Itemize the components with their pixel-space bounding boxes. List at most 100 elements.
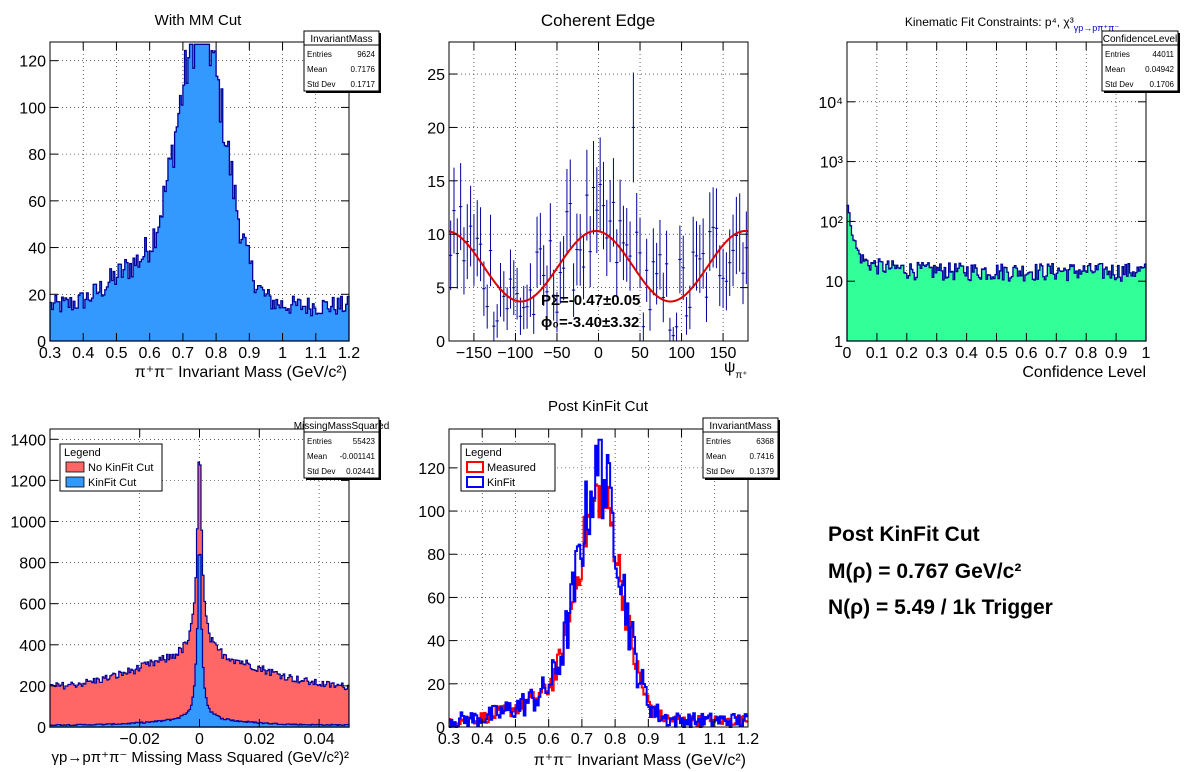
stats-key: Std Dev (706, 467, 734, 476)
stats-frame (1101, 30, 1179, 92)
x-tick-label: 0.4 (955, 345, 977, 362)
x-tick-label: 0.7 (172, 345, 194, 362)
y-tick-label: 40 (28, 241, 46, 258)
stats-box: InvariantMass Entries 9624 Mean 0.7176 Std De… (303, 30, 381, 93)
legend: Legend Measured KinFit (460, 443, 556, 492)
x-axis-label: Confidence Level (1022, 364, 1146, 381)
panel-title: Kinematic Fit Constraints: p⁴, χ³γp→pπ⁺π… (905, 15, 1120, 33)
y-tick-label: 1400 (10, 432, 46, 449)
y-tick-label: 60 (427, 590, 445, 607)
stats-key: Mean (706, 452, 726, 461)
stats-value: 0.7416 (750, 452, 775, 461)
y-tick-label: 800 (19, 556, 46, 573)
x-tick-label: 0.5 (985, 345, 1007, 362)
x-tick-label: 0.2 (896, 345, 918, 362)
x-tick-label: 0.9 (637, 731, 659, 748)
histogram (49, 43, 350, 342)
y-tick-label: 20 (28, 287, 46, 304)
stats-name: InvariantMass (310, 34, 372, 45)
x-axis-label: π⁺π⁻ Invariant Mass (GeV/c²) (135, 364, 347, 381)
x-tick-label: 150 (710, 345, 737, 362)
y-tick-label: 120 (418, 461, 445, 478)
stats-value: 0.04942 (1145, 65, 1174, 74)
stats-key: Mean (1105, 65, 1125, 74)
legend-swatch (466, 461, 484, 473)
stats-value: -0.001141 (340, 452, 376, 461)
fit-annotation-p-sigma: PΣ=-0.47±0.05 (541, 292, 640, 309)
panel-title: Coherent Edge (541, 11, 655, 30)
y-tick-label: 5 (436, 281, 445, 298)
x-axis-label: ψπ⁺ (724, 359, 748, 381)
histogram-bars (49, 43, 350, 342)
legend-frame (460, 443, 556, 492)
panel-title: With MM Cut (155, 12, 243, 29)
legend-swatch (65, 461, 85, 473)
fit-curve (448, 230, 749, 303)
stats-name: MissingMassSquared (294, 421, 390, 432)
x-axis-label: γp→pπ⁺π⁻ Missing Mass Squared (GeV/c²)² (52, 749, 349, 766)
legend-title: Legend (465, 447, 502, 459)
x-tick-label: 0.9 (1105, 345, 1127, 362)
panel-post-kinfit: Post KinFit Cut 0.3 0.4 0.5 0.6 0.7 0.8 0.9 1 1.… (418, 398, 780, 769)
histogram (846, 204, 1147, 342)
x-tick-label: 0.9 (238, 345, 260, 362)
stats-frame (303, 417, 380, 479)
plot-frame (49, 41, 350, 342)
x-tick-label: 1 (1142, 345, 1151, 362)
legend-label: No KinFit Cut (88, 462, 153, 474)
x-tick-label: 1 (677, 731, 686, 748)
panel-title: Post KinFit Cut (548, 398, 649, 415)
stats-value: 44011 (1152, 50, 1174, 59)
stats-key: Entries (307, 437, 332, 446)
x-tick-label: 50 (631, 345, 649, 362)
stats-key: Std Dev (307, 80, 335, 89)
x-tick-label: 0.6 (139, 345, 161, 362)
stats-value: 0.02441 (346, 467, 375, 476)
stats-value: 0.7176 (351, 65, 376, 74)
axis-ticks: −150 −100 −50 0 50 100 150 0 5 10 15 20 25 (427, 42, 748, 362)
y-tick-label: 400 (19, 638, 46, 655)
x-tick-label: 0.3 (926, 345, 948, 362)
y-tick-label: 10 (825, 274, 843, 291)
stats-box: MissingMassSquared Entries 55423 Mean -0.001… (294, 417, 390, 480)
y-tick-label: 10³ (820, 155, 844, 172)
fit-annotation-phi0: ϕ₀=-3.40±3.32 (541, 314, 639, 331)
axis-ticks: −0.02 0 0.02 0.04 0 200 400 600 800 1000 1200 1400 (10, 429, 349, 748)
y-tick-label: 1200 (10, 473, 46, 490)
frame-rect (49, 41, 350, 342)
x-tick-label: 0 (594, 345, 603, 362)
x-tick-label: 0.4 (72, 345, 94, 362)
histogram-bars (846, 204, 1147, 342)
stats-frame (303, 30, 380, 92)
stats-value: 0.1717 (351, 80, 376, 89)
stats-value: 6368 (756, 437, 774, 446)
legend-label: KinFit (487, 477, 515, 489)
y-tick-label: 15 (427, 174, 445, 191)
x-tick-label: 0.8 (1075, 345, 1097, 362)
panel-invariant-mass-mm-cut: With MM Cut 0.3 0.4 0.5 0.6 0.7 0.8 0.9 1 1.1 1.2… (19, 12, 381, 381)
y-tick-label: 100 (418, 504, 445, 521)
y-tick-label: 80 (427, 547, 445, 564)
data-points (449, 72, 748, 341)
y-tick-label: 10⁴ (818, 95, 843, 112)
y-tick-label: 10 (427, 227, 445, 244)
x-tick-label: 0.5 (105, 345, 127, 362)
summary-mass: M(ρ) = 0.767 GeV/c² (828, 560, 1021, 583)
stats-value: 0.1706 (1150, 80, 1175, 89)
panel-confidence-level: Kinematic Fit Constraints: p⁴, χ³γp→pπ⁺π… (818, 15, 1180, 381)
x-tick-label: −0.02 (119, 731, 160, 748)
y-tick-label: 20 (427, 120, 445, 137)
x-tick-label: 0.3 (39, 345, 61, 362)
x-tick-label: 0.6 (538, 731, 560, 748)
legend: Legend No KinFit Cut KinFit Cut (59, 443, 163, 492)
histogram (49, 461, 350, 728)
y-tick-label: 200 (19, 679, 46, 696)
legend-label: Measured (487, 462, 536, 474)
panel-coherent-edge: Coherent Edge −150 −100 −50 0 50 100 150 0 5 10 15… (427, 11, 749, 381)
x-tick-label: 0.6 (1015, 345, 1037, 362)
x-tick-label: 0.8 (205, 345, 227, 362)
x-tick-label: 1.2 (338, 345, 360, 362)
x-tick-label: 0.5 (504, 731, 526, 748)
stats-key: Entries (307, 50, 332, 59)
